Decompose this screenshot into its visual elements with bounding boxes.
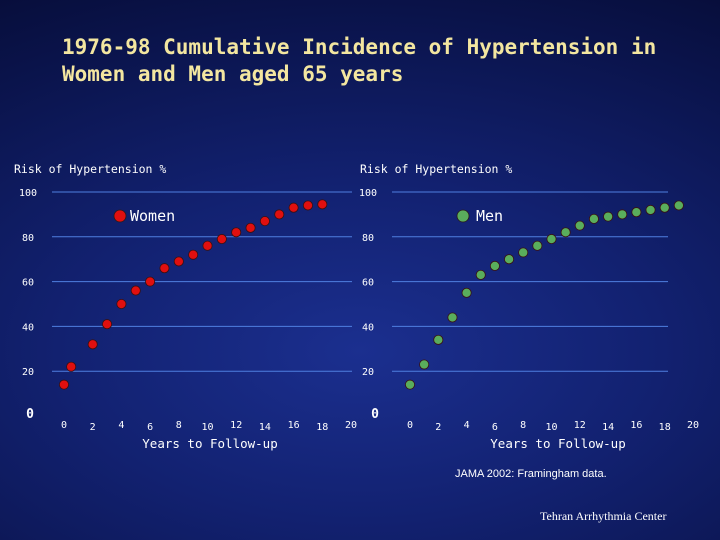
data-point (419, 359, 430, 370)
data-point (159, 263, 170, 274)
data-point (202, 240, 213, 251)
data-point (274, 209, 285, 220)
x-tick-label: 16 (630, 420, 642, 431)
data-point (302, 200, 313, 211)
y-tick-label: 20 (362, 367, 374, 378)
data-point (645, 204, 656, 215)
data-point (130, 285, 141, 296)
x-tick-label: 12 (574, 420, 586, 431)
x-tick-label: 16 (288, 420, 300, 431)
x-tick-label: 0 (407, 420, 413, 431)
data-point (116, 298, 127, 309)
data-point (546, 234, 557, 245)
data-point (631, 207, 642, 218)
data-point (475, 269, 486, 280)
x-tick-label: 18 (659, 422, 671, 433)
x-tick-label: 10 (545, 422, 557, 433)
x-tick-label: 4 (118, 420, 124, 431)
data-point (447, 312, 458, 323)
x-tick-label: 8 (176, 420, 182, 431)
y-axis-title: Risk of Hypertension % (14, 162, 166, 176)
data-point (188, 249, 199, 260)
data-point (87, 339, 98, 350)
y-tick-label: 100 (359, 188, 377, 199)
data-point (231, 227, 242, 238)
legend-label: Women (130, 207, 175, 225)
data-point (404, 379, 415, 390)
data-point (532, 240, 543, 251)
y-tick-label: 40 (22, 322, 34, 333)
x-tick-label: 18 (316, 422, 328, 433)
legend-label: Men (476, 207, 503, 225)
y-tick-label: 80 (362, 233, 374, 244)
slide-title: 1976-98 Cumulative Incidence of Hyperten… (62, 35, 657, 86)
data-point (659, 202, 670, 213)
y-tick-label: 0 (26, 407, 34, 422)
x-tick-label: 8 (520, 420, 526, 431)
data-point (617, 209, 628, 220)
x-tick-label: 20 (687, 420, 699, 431)
x-tick-label: 2 (90, 422, 96, 433)
data-point (433, 334, 444, 345)
x-tick-label: 14 (602, 422, 614, 433)
data-point (66, 361, 77, 372)
y-tick-label: 40 (362, 322, 374, 333)
y-axis-title: Risk of Hypertension % (360, 162, 512, 176)
y-tick-label: 60 (22, 278, 34, 289)
y-tick-label: 80 (22, 233, 34, 244)
data-point (245, 222, 256, 233)
x-tick-label: 14 (259, 422, 271, 433)
data-point (59, 379, 70, 390)
x-tick-label: 6 (147, 422, 153, 433)
x-tick-label: 20 (345, 420, 357, 431)
men-panel: Risk of Hypertension % 100 80 60 40 20 0 0 2 4 6 8 1… (359, 162, 699, 451)
data-point (173, 256, 184, 267)
data-point (216, 234, 227, 245)
data-point (560, 227, 571, 238)
data-point (145, 276, 156, 287)
data-point (603, 211, 614, 222)
y-tick-label: 60 (362, 278, 374, 289)
x-tick-label: 6 (492, 422, 498, 433)
x-tick-label: 10 (201, 422, 213, 433)
legend-marker (456, 209, 470, 223)
legend-marker (113, 209, 127, 223)
data-point (317, 199, 328, 210)
women-panel: Risk of Hypertension % 100 80 60 40 20 0 0 2 4 6 8 1… (14, 162, 357, 451)
x-tick-label: 0 (61, 420, 67, 431)
y-tick-label: 0 (371, 407, 379, 422)
y-tick-label: 100 (19, 188, 37, 199)
data-point (673, 200, 684, 211)
data-point (588, 213, 599, 224)
x-tick-label: 12 (230, 420, 242, 431)
x-tick-label: 4 (464, 420, 470, 431)
data-point (489, 260, 500, 271)
data-point (518, 247, 529, 258)
data-point (288, 202, 299, 213)
y-tick-label: 20 (22, 367, 34, 378)
credit-text: Tehran Arrhythmia Center (540, 509, 667, 523)
x-axis-title: Years to Follow-up (490, 436, 625, 451)
data-point (574, 220, 585, 231)
source-note: JAMA 2002: Framingham data. (455, 468, 607, 480)
data-point (102, 319, 113, 330)
x-axis-title: Years to Follow-up (142, 436, 277, 451)
x-tick-label: 2 (435, 422, 441, 433)
data-point (259, 216, 270, 227)
data-point (504, 254, 515, 265)
data-point (461, 287, 472, 298)
